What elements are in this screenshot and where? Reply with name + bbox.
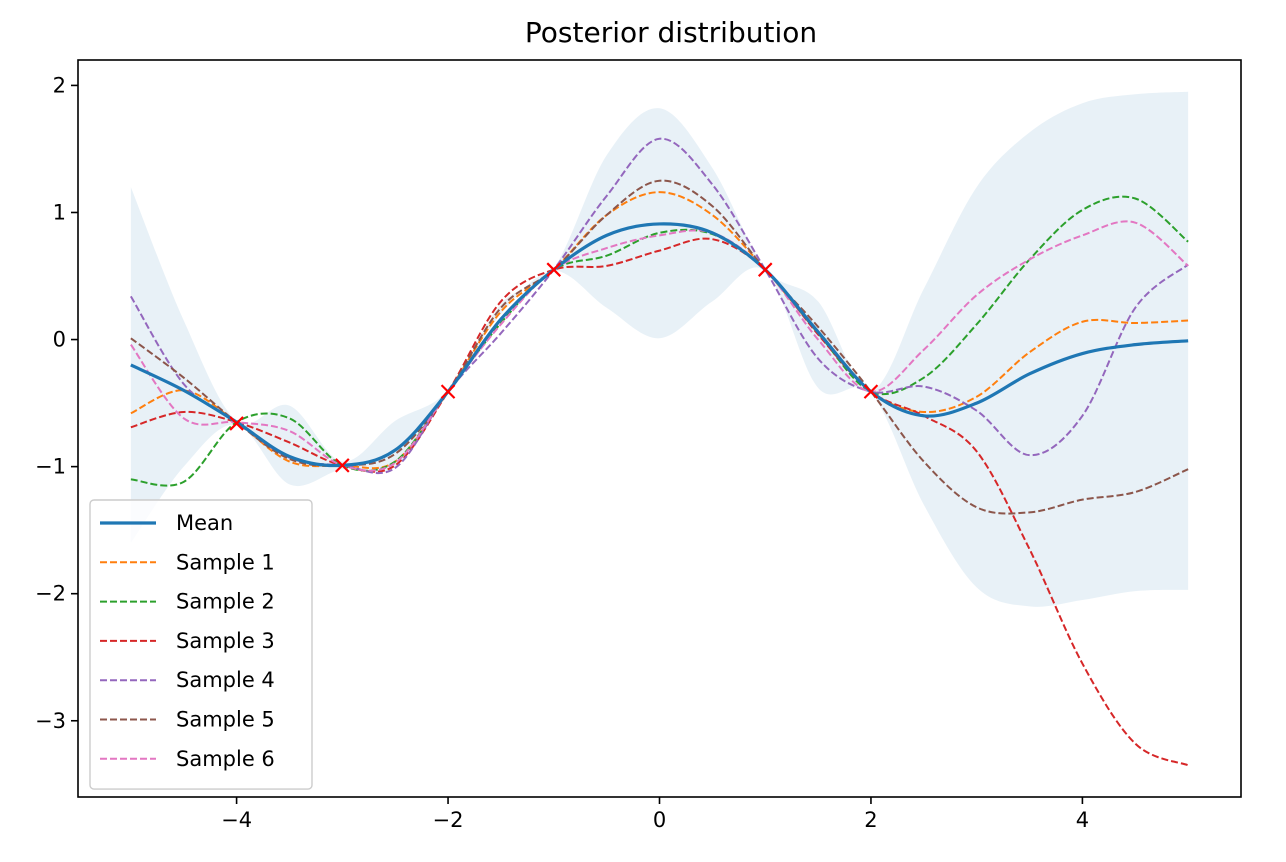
x-axis: −4 −2 0 2 4 xyxy=(221,797,1089,832)
observation-point xyxy=(863,384,879,399)
x-tick-label: −2 xyxy=(433,808,464,832)
series-line-sample-2 xyxy=(130,195,1189,487)
y-tick-label: 0 xyxy=(53,328,66,352)
y-tick-label: −2 xyxy=(35,582,66,606)
observation-point xyxy=(440,384,456,399)
confidence-band xyxy=(130,91,1189,607)
legend-label: Sample 5 xyxy=(176,708,275,732)
series-line-sample-5 xyxy=(130,179,1189,515)
x-tick-label: 2 xyxy=(864,808,877,832)
observation-point xyxy=(335,458,350,473)
chart-title: Posterior distribution xyxy=(525,16,817,49)
legend: Mean Sample 1 Sample 2 Sample 3 Sample 4 Samp… xyxy=(89,499,313,790)
legend-box xyxy=(89,499,313,790)
x-tick-label: 0 xyxy=(653,808,666,832)
legend-label: Sample 1 xyxy=(176,550,275,574)
y-axis: 2 1 0 −1 −2 −3 xyxy=(35,73,78,733)
legend-label: Sample 6 xyxy=(176,747,275,771)
observation-point xyxy=(757,262,773,277)
x-tick-label: 4 xyxy=(1076,808,1089,832)
series-line-sample-6 xyxy=(130,220,1189,472)
observation-point xyxy=(546,262,562,277)
y-tick-label: 1 xyxy=(53,200,66,224)
series-line-sample-3 xyxy=(130,237,1189,767)
legend-label: Mean xyxy=(176,511,233,535)
y-tick-label: −3 xyxy=(35,709,66,733)
series-layer xyxy=(130,137,1189,767)
observation-point xyxy=(229,416,244,431)
legend-label: Sample 3 xyxy=(176,629,275,653)
x-tick-label: −4 xyxy=(221,808,252,832)
series-line-mean xyxy=(130,222,1189,468)
y-tick-label: 2 xyxy=(53,73,66,97)
confidence-band-layer xyxy=(130,91,1189,607)
series-line-sample-1 xyxy=(130,191,1189,470)
legend-label: Sample 4 xyxy=(176,668,275,692)
legend-label: Sample 2 xyxy=(176,590,275,614)
observation-layer xyxy=(229,262,879,473)
y-tick-label: −1 xyxy=(35,455,66,479)
